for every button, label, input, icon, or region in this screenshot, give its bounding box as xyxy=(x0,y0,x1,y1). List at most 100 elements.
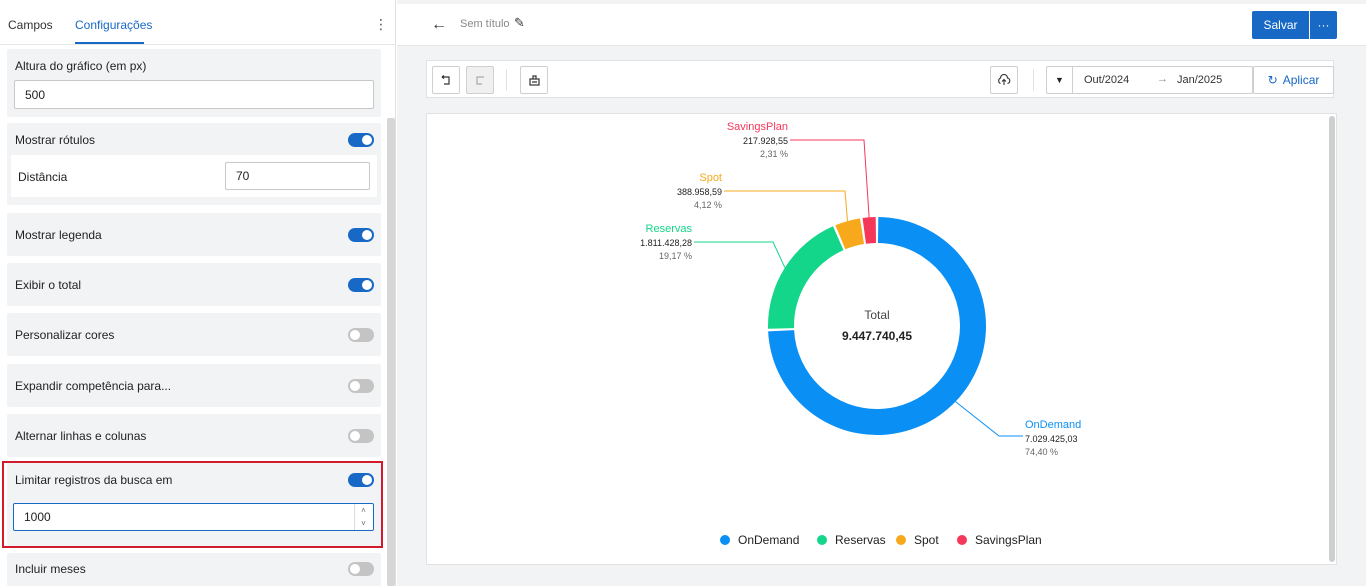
rotulos-label: Mostrar rótulos xyxy=(15,133,96,147)
data-label-name: SavingsPlan xyxy=(727,121,788,133)
document-title: Sem título xyxy=(460,18,510,30)
data-label-value: 7.029.425,03 xyxy=(1025,434,1078,444)
limitar-label: Limitar registros da busca em xyxy=(15,473,173,487)
setting-limitar: Limitar registros da busca em 1000 ˄ ˅ xyxy=(7,463,381,546)
highlight-box xyxy=(2,461,383,548)
data-label-percent: 2,31 % xyxy=(760,149,788,159)
active-tab-indicator xyxy=(75,42,144,44)
distancia-value: 70 xyxy=(236,169,250,183)
leader-line-savingsplan xyxy=(790,139,870,218)
setting-cores: Personalizar cores xyxy=(7,313,381,356)
total-toggle[interactable] xyxy=(348,278,374,292)
donut-chart: OnDemand 7.029.425,03 74,40 % Reservas 1.811… xyxy=(640,121,1081,547)
date-to: Jan/2025 xyxy=(1177,74,1223,86)
settings-panel: Campos Configurações ⋮ Altura do gráfico… xyxy=(0,0,396,586)
setting-expandir: Expandir competência para... xyxy=(7,364,381,407)
more-vertical-icon[interactable]: ⋮ xyxy=(374,16,388,32)
date-from: Out/2024 xyxy=(1084,74,1130,86)
refresh-icon: ↻ xyxy=(1267,73,1278,87)
data-label-value: 217.928,55 xyxy=(743,136,788,146)
clear-button[interactable] xyxy=(520,66,548,94)
data-label-percent: 19,17 % xyxy=(659,251,692,261)
meses-toggle[interactable] xyxy=(348,562,374,576)
stepper-down-icon[interactable]: ˅ xyxy=(354,517,372,530)
save-options-button[interactable]: ··· xyxy=(1310,11,1337,39)
total-label: Total xyxy=(864,308,889,322)
total-value: 9.447.740,45 xyxy=(842,329,912,343)
setting-altura: Altura do gráfico (em px) 500 xyxy=(7,49,381,117)
legend-item-reservas[interactable]: Reservas xyxy=(835,533,886,547)
stepper-up-icon[interactable]: ˄ xyxy=(354,504,372,517)
data-label-name: OnDemand xyxy=(1025,419,1081,431)
data-label-percent: 4,12 % xyxy=(694,200,722,210)
distancia-row: Distância 70 xyxy=(11,155,377,197)
data-label-percent: 74,40 % xyxy=(1025,447,1058,457)
chart-scrollbar[interactable] xyxy=(1329,116,1335,562)
redo-button[interactable] xyxy=(466,66,494,94)
donut-slice-reservas xyxy=(768,226,844,329)
donut-slice-spot xyxy=(835,218,865,250)
undo-icon xyxy=(441,75,450,85)
total-label: Exibir o total xyxy=(15,278,82,292)
cloud-upload-icon xyxy=(998,74,1011,85)
panel-scrollbar[interactable] xyxy=(387,118,395,586)
meses-label: Incluir meses xyxy=(15,562,86,576)
limitar-value: 1000 xyxy=(24,510,51,524)
caret-down-icon[interactable]: ▼ xyxy=(1047,67,1073,93)
data-label-name: Reservas xyxy=(646,223,693,235)
apply-label: Aplicar xyxy=(1282,73,1320,87)
legend-marker-spot xyxy=(896,535,906,545)
data-label-name: Spot xyxy=(699,172,722,184)
date-range-picker[interactable]: ▼ Out/2024 → Jan/2025 xyxy=(1046,66,1253,94)
alternar-label: Alternar linhas e colunas xyxy=(15,429,147,443)
chart-toolbar: ▼ Out/2024 → Jan/2025 ↻ Aplicar xyxy=(426,60,1334,98)
setting-meses: Incluir meses xyxy=(7,553,381,586)
cores-toggle[interactable] xyxy=(348,328,374,342)
expandir-toggle[interactable] xyxy=(348,379,374,393)
tab-configuracoes[interactable]: Configurações xyxy=(75,18,153,32)
altura-label: Altura do gráfico (em px) xyxy=(15,59,147,73)
undo-button[interactable] xyxy=(432,66,460,94)
cloud-upload-button[interactable] xyxy=(990,66,1018,94)
arrow-left-icon[interactable]: ← xyxy=(431,16,447,33)
legenda-toggle[interactable] xyxy=(348,228,374,242)
panel-tabs: Campos Configurações ⋮ xyxy=(0,0,396,45)
setting-legenda: Mostrar legenda xyxy=(7,213,381,256)
legenda-label: Mostrar legenda xyxy=(15,228,102,242)
distancia-label: Distância xyxy=(18,170,68,184)
top-header: ← Sem título ✎ Salvar ··· xyxy=(397,0,1366,46)
legend-item-ondemand[interactable]: OnDemand xyxy=(738,533,799,547)
donut-slice-savingsplan xyxy=(862,217,877,244)
legend-marker-ondemand xyxy=(720,535,730,545)
leader-line-reservas xyxy=(694,241,786,268)
broom-icon xyxy=(528,74,540,86)
alternar-toggle[interactable] xyxy=(348,429,374,443)
redo-icon xyxy=(476,76,484,85)
toolbar-divider xyxy=(1033,69,1034,91)
legend-item-spot[interactable]: Spot xyxy=(914,533,939,547)
distancia-input[interactable]: 70 xyxy=(225,162,370,190)
legend-marker-savingsplan xyxy=(957,535,967,545)
apply-button[interactable]: ↻ Aplicar xyxy=(1253,66,1334,94)
setting-alternar: Alternar linhas e colunas xyxy=(7,414,381,457)
save-button[interactable]: Salvar xyxy=(1252,11,1309,39)
leader-line-ondemand xyxy=(955,401,1023,437)
leader-line-spot xyxy=(724,190,848,222)
data-label-value: 1.811.428,28 xyxy=(640,238,692,248)
legend-item-savingsplan[interactable]: SavingsPlan xyxy=(975,533,1042,547)
limitar-toggle[interactable] xyxy=(348,473,374,487)
main-area: ▼ Out/2024 → Jan/2025 ↻ Aplicar OnDemand… xyxy=(397,46,1366,586)
legend-marker-reservas xyxy=(817,535,827,545)
setting-rotulos: Mostrar rótulos Distância 70 xyxy=(7,123,381,205)
cores-label: Personalizar cores xyxy=(15,328,115,342)
altura-value: 500 xyxy=(25,87,46,102)
altura-input[interactable]: 500 xyxy=(14,80,374,109)
rotulos-toggle[interactable] xyxy=(348,133,374,147)
date-arrow: → xyxy=(1157,73,1168,85)
pencil-icon[interactable]: ✎ xyxy=(514,15,525,30)
chart-card: OnDemand 7.029.425,03 74,40 % Reservas 1.811… xyxy=(426,113,1337,565)
expandir-label: Expandir competência para... xyxy=(15,379,172,393)
toolbar-divider xyxy=(506,69,507,91)
tab-campos[interactable]: Campos xyxy=(8,18,53,32)
limitar-input[interactable]: 1000 ˄ ˅ xyxy=(13,503,374,531)
